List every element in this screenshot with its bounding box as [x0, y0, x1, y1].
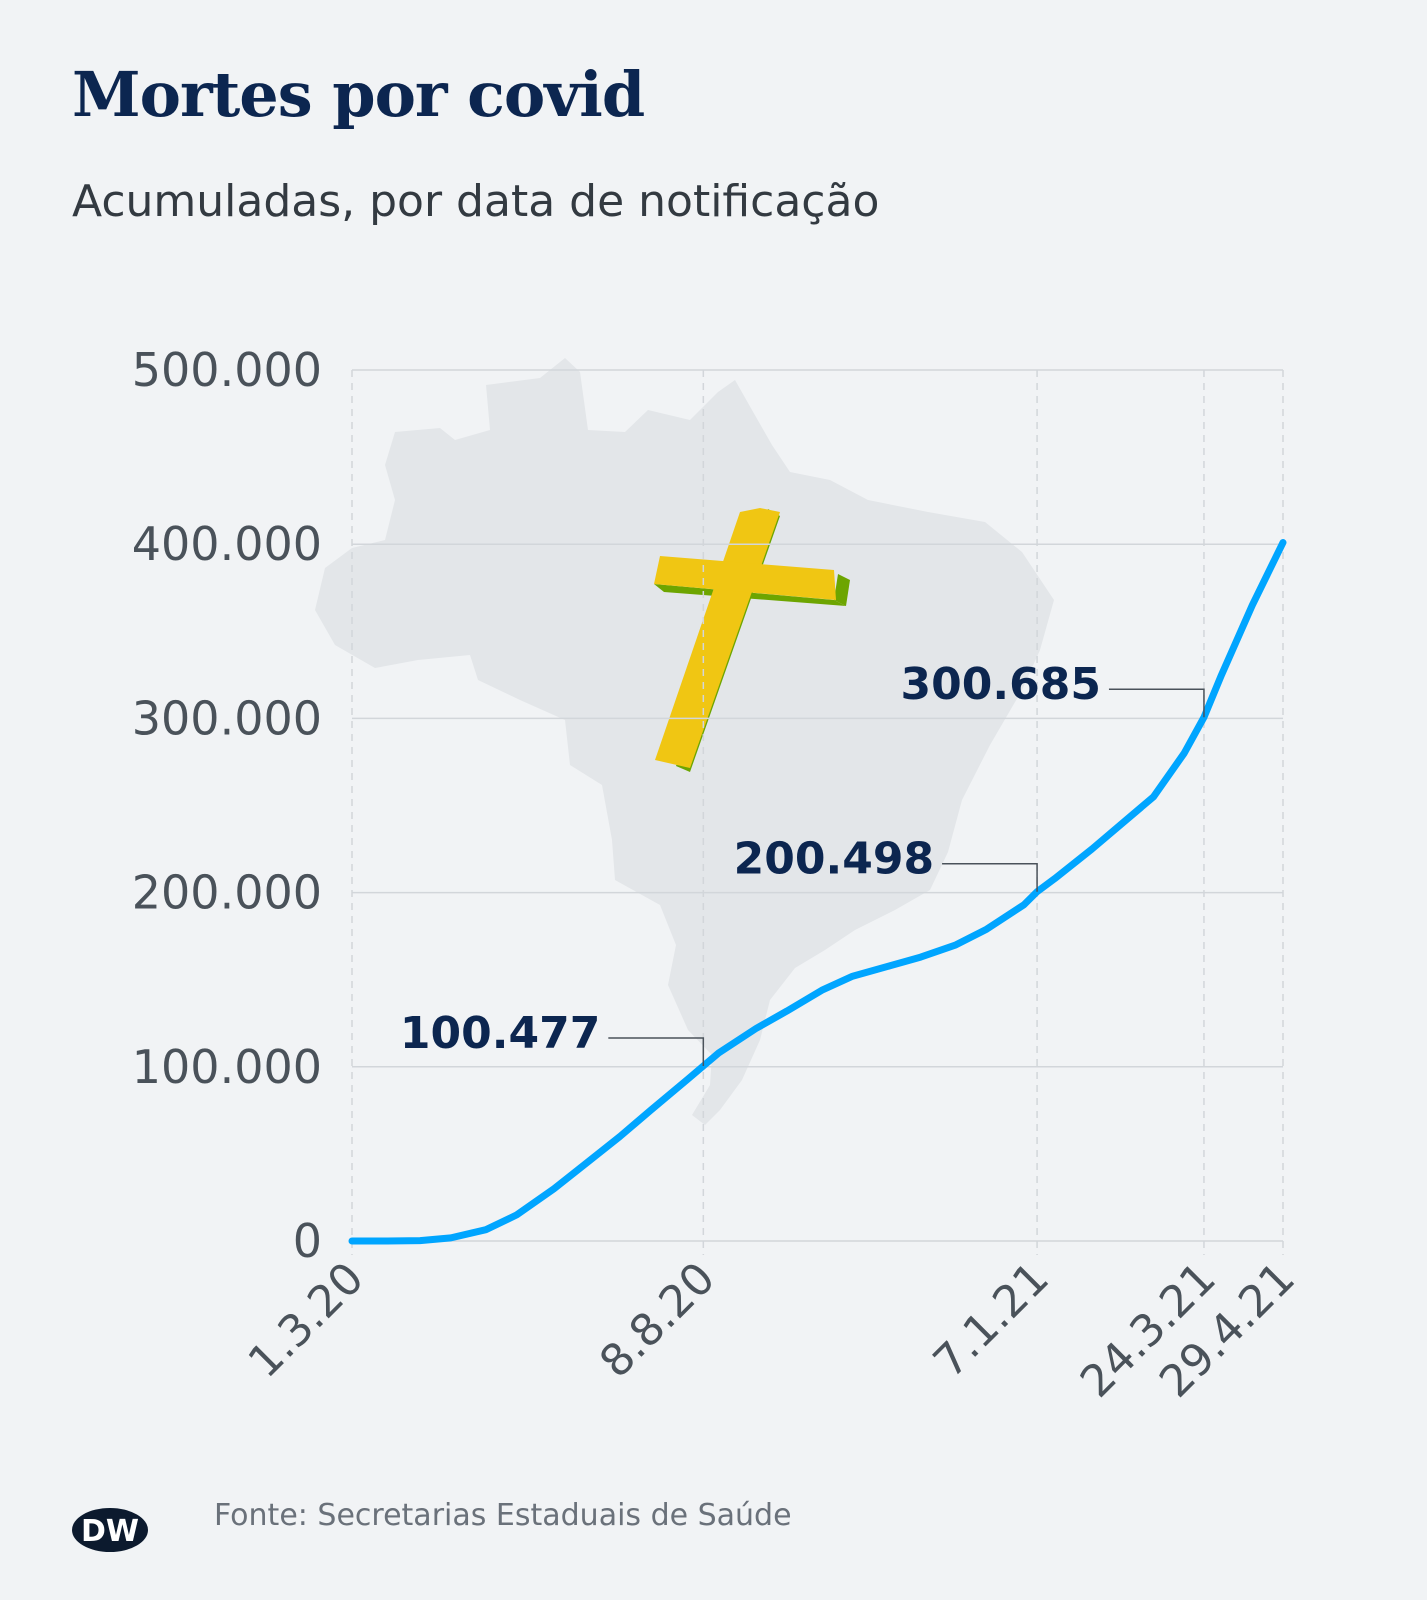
- annotation-label: 200.498: [734, 834, 934, 885]
- annotation-leader-line: [1108, 688, 1205, 718]
- logo-text: DW: [81, 1514, 139, 1549]
- deaths-series-line: [348, 539, 1287, 1245]
- y-tick-label: 200.000: [132, 866, 322, 920]
- y-tick-label: 100.000: [132, 1040, 322, 1094]
- x-tick-label: 1.3.20: [239, 1253, 374, 1388]
- chart-subtitle: Acumuladas, por data de notificação: [72, 176, 880, 227]
- x-tick-label: 8.8.20: [590, 1253, 725, 1388]
- annotation-label: 100.477: [400, 1008, 600, 1059]
- dw-logo: DW: [70, 1505, 150, 1559]
- source-note: Fonte: Secretarias Estaduais de Saúde: [214, 1498, 792, 1533]
- x-tick-label: 7.1.21: [924, 1253, 1059, 1388]
- y-tick-label: 300.000: [132, 691, 322, 745]
- y-tick-label: 400.000: [132, 517, 322, 571]
- annotation-leader-line: [608, 1037, 705, 1066]
- cross-icon: [654, 508, 850, 772]
- y-tick-label: 500.000: [132, 343, 322, 397]
- annotation-label: 300.685: [901, 659, 1101, 710]
- annotation-leader-line: [942, 862, 1038, 892]
- chart-title: Mortes por covid: [72, 58, 645, 131]
- y-tick-label: 0: [293, 1214, 322, 1268]
